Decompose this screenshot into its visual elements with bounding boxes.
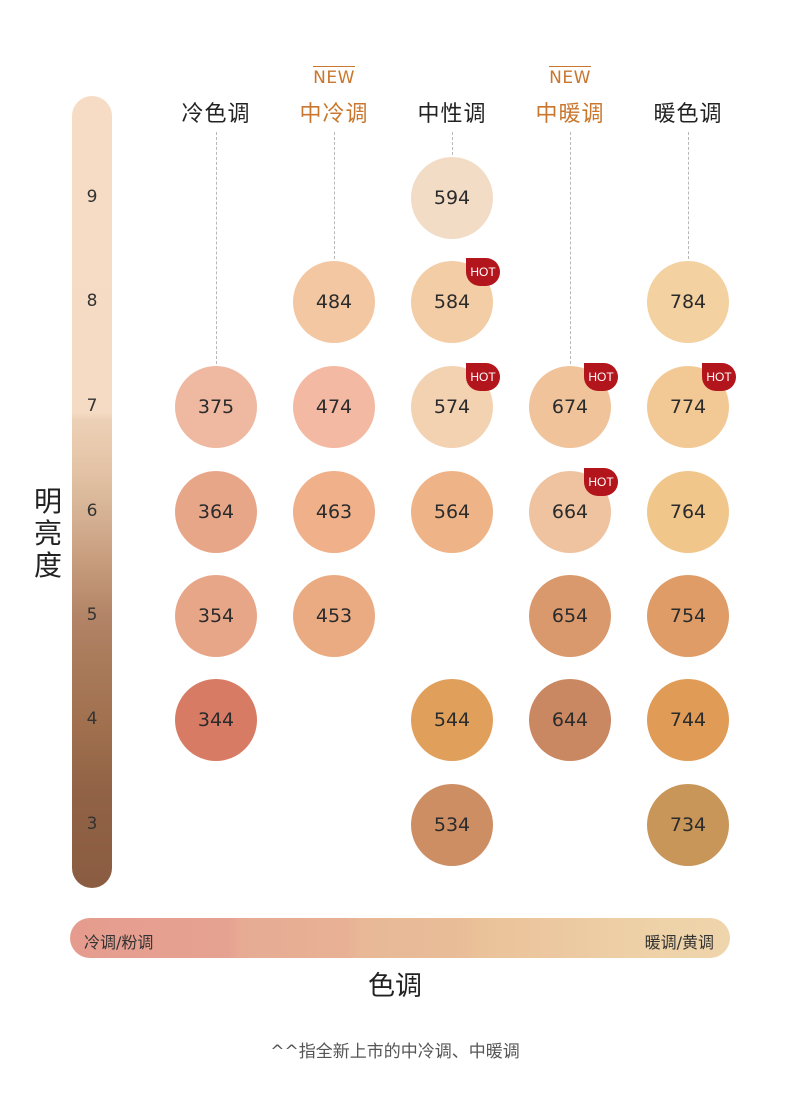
column-header-0: 冷色调 xyxy=(181,102,251,127)
shade-chip-484[interactable]: 484 xyxy=(293,261,375,343)
brightness-level-4: 4 xyxy=(86,709,98,729)
shade-chip-754[interactable]: 754 xyxy=(647,575,729,657)
column-header-1: 中冷调 xyxy=(299,102,369,127)
hot-badge-584: HOT xyxy=(466,258,500,286)
column-header-2: 中性调 xyxy=(417,102,487,127)
tone-right-label: 暖调/黄调 xyxy=(644,933,714,952)
shade-chip-564[interactable]: 564 xyxy=(411,471,493,553)
brightness-scale-bar xyxy=(72,96,112,888)
column-guide-line-3 xyxy=(570,132,571,364)
shade-chip-364[interactable]: 364 xyxy=(175,471,257,553)
shade-chip-654[interactable]: 654 xyxy=(529,575,611,657)
shade-chip-534[interactable]: 534 xyxy=(411,784,493,866)
hot-badge-674: HOT xyxy=(584,363,618,391)
column-guide-line-0 xyxy=(216,132,217,364)
column-guide-line-1 xyxy=(334,132,335,259)
brightness-level-3: 3 xyxy=(86,814,98,834)
brightness-level-6: 6 xyxy=(86,501,98,521)
column-guide-line-4 xyxy=(688,132,689,259)
shade-chip-734[interactable]: 734 xyxy=(647,784,729,866)
hot-badge-574: HOT xyxy=(466,363,500,391)
shade-chip-784[interactable]: 784 xyxy=(647,261,729,343)
shade-chip-674[interactable]: 674 xyxy=(529,366,611,448)
brightness-level-9: 9 xyxy=(86,187,98,207)
shade-chip-453[interactable]: 453 xyxy=(293,575,375,657)
tone-scale-bar xyxy=(70,918,730,958)
footnote: ^^指全新上市的中冷调、中暖调 xyxy=(270,1042,520,1062)
new-tag-1: NEW xyxy=(313,66,355,88)
shade-chip-594[interactable]: 594 xyxy=(411,157,493,239)
shade-chip-463[interactable]: 463 xyxy=(293,471,375,553)
shade-chip-764[interactable]: 764 xyxy=(647,471,729,553)
tone-left-label: 冷调/粉调 xyxy=(84,933,154,952)
column-header-4: 暖色调 xyxy=(653,102,723,127)
shade-chip-375[interactable]: 375 xyxy=(175,366,257,448)
new-tag-3: NEW xyxy=(549,66,591,88)
shade-chip-354[interactable]: 354 xyxy=(175,575,257,657)
brightness-level-5: 5 xyxy=(86,605,98,625)
hot-badge-664: HOT xyxy=(584,468,618,496)
hot-badge-774: HOT xyxy=(702,363,736,391)
column-guide-line-2 xyxy=(452,132,453,155)
shade-chip-544[interactable]: 544 xyxy=(411,679,493,761)
brightness-level-7: 7 xyxy=(86,396,98,416)
shade-chip-474[interactable]: 474 xyxy=(293,366,375,448)
column-header-3: 中暖调 xyxy=(535,102,605,127)
shade-chip-344[interactable]: 344 xyxy=(175,679,257,761)
shade-chip-664[interactable]: 664 xyxy=(529,471,611,553)
shade-chip-644[interactable]: 644 xyxy=(529,679,611,761)
shade-chip-744[interactable]: 744 xyxy=(647,679,729,761)
brightness-level-8: 8 xyxy=(86,291,98,311)
tone-axis-title: 色调 xyxy=(368,971,422,1002)
brightness-axis-title: 明亮度 xyxy=(33,485,62,582)
